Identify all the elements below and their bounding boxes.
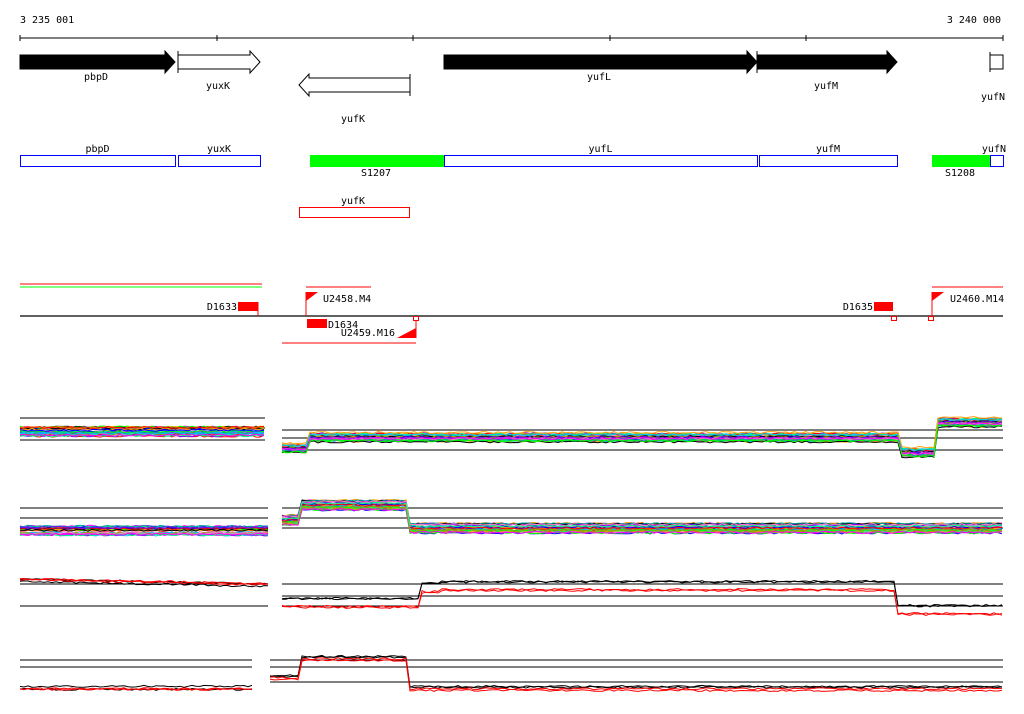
- expression-profile: [19, 530, 269, 534]
- gene-label: yufN: [981, 92, 1005, 103]
- annotation-box: [759, 155, 898, 167]
- position-axis: [19, 35, 1004, 41]
- annotation-box: [178, 155, 261, 167]
- small-marker: [928, 316, 934, 321]
- annotation-label: yufM: [816, 144, 840, 155]
- annotation-label: yufL: [588, 144, 612, 155]
- segment-label: S1208: [945, 168, 975, 179]
- feature-box-d1635: [874, 302, 893, 311]
- flag-icon: [397, 328, 416, 338]
- expression-profile: [19, 431, 265, 435]
- antisense-box: [299, 207, 410, 218]
- annotation-label: pbpD: [85, 144, 109, 155]
- expression-profile: [19, 687, 253, 691]
- antisense-label: yufK: [341, 196, 365, 207]
- feature-label: D1633: [207, 302, 237, 313]
- axis-start-label: 3 235 001: [20, 15, 74, 26]
- annotation-label: yuxK: [207, 144, 231, 155]
- expression-profile: [282, 579, 1003, 607]
- expression-profile: [281, 416, 1003, 449]
- small-marker: [413, 316, 419, 321]
- gene-arrow-yufM: [756, 49, 898, 75]
- feature-label: U2459.M16: [341, 328, 395, 339]
- gene-arrow-yufK: [298, 72, 411, 98]
- expression-profile: [281, 424, 1003, 458]
- axis-end-label: 3 240 000: [947, 15, 1001, 26]
- gene-arrow-yuxK: [177, 49, 261, 75]
- segment-label: S1207: [361, 168, 391, 179]
- expression-profile: [19, 431, 265, 435]
- expression-profile: [19, 528, 269, 532]
- expression-profile: [19, 428, 265, 432]
- expression-profile: [281, 501, 1002, 528]
- annotation-box: [990, 155, 1004, 167]
- annotation-label: yufN: [982, 144, 1006, 155]
- feature-label: U2458.M4: [323, 294, 371, 305]
- expression-profile: [281, 503, 1003, 530]
- gene-label: yuxK: [206, 81, 230, 92]
- expression-profile: [19, 531, 269, 535]
- expression-profile: [19, 427, 265, 431]
- feature-box-d1634: [307, 319, 327, 328]
- flag-icon: [306, 292, 318, 301]
- gene-arrow-pbpD: [19, 49, 176, 75]
- feature-label: D1634: [328, 320, 358, 331]
- gene-label: yufM: [814, 81, 838, 92]
- annotation-box: [20, 155, 176, 167]
- expression-profile: [281, 508, 1003, 534]
- expression-profile: [19, 433, 265, 437]
- gene-label: pbpD: [84, 72, 108, 83]
- expression-profile: [19, 425, 265, 429]
- expression-profile: [281, 499, 1003, 526]
- expression-profile: [269, 659, 1003, 692]
- expression-profile: [281, 421, 1003, 455]
- segment-bar: [310, 155, 444, 167]
- gene-label: yufK: [341, 114, 365, 125]
- annotation-track: pbpD yuxK yufL yufM yufN S1207 S1208 yufK: [20, 144, 1006, 218]
- gene-yufN-arrow: [989, 52, 1004, 72]
- expression-profile: [269, 654, 1003, 689]
- expression-profile: [281, 505, 1002, 532]
- expression-profile: [19, 532, 269, 536]
- expression-profile: [281, 588, 1003, 616]
- expression-profile: [19, 526, 269, 530]
- feature-track: D1633 D1634 D1635 U2458.M4 U2459.M16 U2460.M1…: [20, 283, 1004, 344]
- annotation-box: [444, 155, 758, 167]
- expression-profile: [19, 578, 269, 586]
- expression-profile: [19, 430, 265, 434]
- feature-label: D1635: [843, 302, 873, 313]
- expression-profile: [269, 657, 1003, 691]
- expression-profile: [19, 684, 253, 688]
- feature-box-d1633: [238, 302, 258, 311]
- expression-tracks: [19, 416, 1003, 692]
- expression-profile: [19, 577, 269, 585]
- segment-bar: [932, 155, 990, 167]
- gene-arrow-yufL: [443, 49, 758, 75]
- expression-profile: [19, 426, 265, 429]
- expression-profile: [19, 580, 269, 588]
- feature-label: U2460.M14: [950, 294, 1004, 305]
- gene-track: pbpD yuxK yufK yufL yufM yufN: [19, 49, 1005, 125]
- expression-profile: [19, 429, 265, 433]
- small-marker: [891, 316, 897, 321]
- gene-label: yufL: [587, 72, 611, 83]
- flag-icon: [932, 292, 944, 301]
